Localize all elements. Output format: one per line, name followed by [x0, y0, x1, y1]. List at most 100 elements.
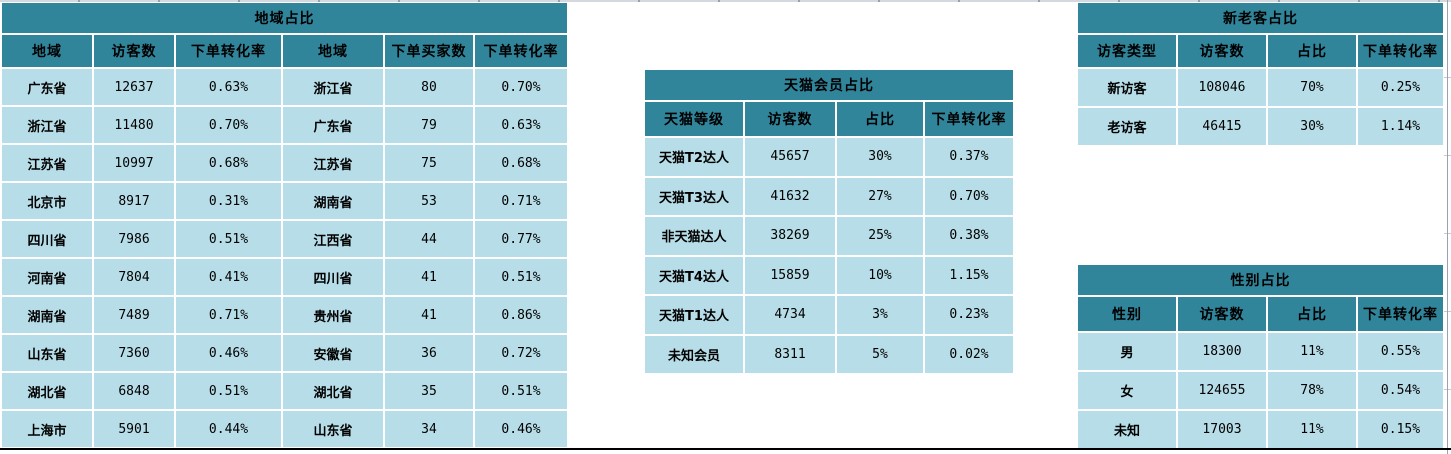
region-column-header[interactable]: 下单转化率: [176, 35, 281, 67]
visitor_type-column-header[interactable]: 访客类型: [1078, 35, 1176, 67]
region-table-cell[interactable]: 北京市: [2, 183, 92, 219]
tmall-table-cell[interactable]: 非天猫达人: [645, 217, 743, 255]
region-table-cell[interactable]: 浙江省: [283, 69, 383, 105]
region-table-cell[interactable]: 79: [385, 107, 473, 143]
gender-table-cell[interactable]: 11%: [1268, 333, 1356, 370]
tmall-table-cell[interactable]: 30%: [837, 138, 923, 176]
tmall-table-cell[interactable]: 0.02%: [925, 335, 1013, 373]
region-table-cell[interactable]: 53: [385, 183, 473, 219]
gender-table-cell[interactable]: 124655: [1178, 372, 1266, 409]
visitor_type-column-header[interactable]: 占比: [1268, 35, 1356, 67]
visitor_type-column-header[interactable]: 访客数: [1178, 35, 1266, 67]
tmall-column-header[interactable]: 天猫等级: [645, 102, 743, 136]
tmall-table-cell[interactable]: 0.37%: [925, 138, 1013, 176]
region-table-cell[interactable]: 0.46%: [176, 335, 281, 371]
tmall-table-cell[interactable]: 天猫T2达人: [645, 138, 743, 176]
tmall-table-cell[interactable]: 27%: [837, 177, 923, 215]
region-table-cell[interactable]: 四川省: [283, 259, 383, 295]
gender-table-cell[interactable]: 17003: [1178, 411, 1266, 448]
region-table-cell[interactable]: 湖北省: [2, 373, 92, 409]
region-table-cell[interactable]: 41: [385, 259, 473, 295]
gender-table-cell[interactable]: 78%: [1268, 372, 1356, 409]
region-table-cell[interactable]: 江西省: [283, 221, 383, 257]
region-column-header[interactable]: 地域: [283, 35, 383, 67]
region-table-cell[interactable]: 0.70%: [475, 69, 567, 105]
gender-table-cell[interactable]: 女: [1078, 372, 1176, 409]
region-table-cell[interactable]: 0.68%: [176, 145, 281, 181]
gender-table-cell[interactable]: 11%: [1268, 411, 1356, 448]
region-table-cell[interactable]: 7360: [94, 335, 174, 371]
region-column-header[interactable]: 访客数: [94, 35, 174, 67]
visitor_type-table-cell[interactable]: 108046: [1178, 69, 1266, 106]
region-column-header[interactable]: 下单转化率: [475, 35, 567, 67]
tmall-table-cell[interactable]: 10%: [837, 256, 923, 294]
region-column-header[interactable]: 地域: [2, 35, 92, 67]
region-table-cell[interactable]: 山东省: [2, 335, 92, 371]
gender-column-header[interactable]: 性别: [1078, 297, 1176, 331]
region-table-cell[interactable]: 41: [385, 297, 473, 333]
region-table-cell[interactable]: 0.51%: [475, 259, 567, 295]
visitor_type-column-header[interactable]: 下单转化率: [1358, 35, 1443, 67]
region-table-cell[interactable]: 0.31%: [176, 183, 281, 219]
region-table-cell[interactable]: 80: [385, 69, 473, 105]
region-table-cell[interactable]: 44: [385, 221, 473, 257]
region-table-cell[interactable]: 7986: [94, 221, 174, 257]
visitor_type-table-cell[interactable]: 46415: [1178, 108, 1266, 145]
region-table-cell[interactable]: 上海市: [2, 411, 92, 447]
tmall-table-cell[interactable]: 0.38%: [925, 217, 1013, 255]
region-table-cell[interactable]: 湖南省: [283, 183, 383, 219]
region-table-cell[interactable]: 0.63%: [475, 107, 567, 143]
region-table-cell[interactable]: 0.71%: [176, 297, 281, 333]
region-table-cell[interactable]: 0.72%: [475, 335, 567, 371]
tmall-table-cell[interactable]: 天猫T4达人: [645, 256, 743, 294]
tmall-table-cell[interactable]: 45657: [745, 138, 835, 176]
region-table-cell[interactable]: 0.46%: [475, 411, 567, 447]
region-table-cell[interactable]: 江苏省: [283, 145, 383, 181]
region-table-cell[interactable]: 35: [385, 373, 473, 409]
region-table-cell[interactable]: 36: [385, 335, 473, 371]
tmall-table-cell[interactable]: 0.23%: [925, 296, 1013, 334]
visitor_type-table-cell[interactable]: 70%: [1268, 69, 1356, 106]
tmall-column-header[interactable]: 占比: [837, 102, 923, 136]
region-table-cell[interactable]: 12637: [94, 69, 174, 105]
visitor_type-table-cell[interactable]: 30%: [1268, 108, 1356, 145]
region-table-cell[interactable]: 广东省: [283, 107, 383, 143]
region-table-cell[interactable]: 湖北省: [283, 373, 383, 409]
gender-table-cell[interactable]: 男: [1078, 333, 1176, 370]
gender-table-cell[interactable]: 0.55%: [1358, 333, 1443, 370]
region-table-cell[interactable]: 0.51%: [475, 373, 567, 409]
visitor_type-table-cell[interactable]: 新访客: [1078, 69, 1176, 106]
region-table-cell[interactable]: 10997: [94, 145, 174, 181]
region-table-cell[interactable]: 5901: [94, 411, 174, 447]
gender-column-header[interactable]: 访客数: [1178, 297, 1266, 331]
visitor_type-table-cell[interactable]: 1.14%: [1358, 108, 1443, 145]
gender-table-cell[interactable]: 18300: [1178, 333, 1266, 370]
region-table-cell[interactable]: 6848: [94, 373, 174, 409]
gender-table-title[interactable]: 性别占比: [1078, 265, 1443, 295]
tmall-table-cell[interactable]: 0.70%: [925, 177, 1013, 215]
gender-table-cell[interactable]: 未知: [1078, 411, 1176, 448]
region-table-cell[interactable]: 山东省: [283, 411, 383, 447]
tmall-table-cell[interactable]: 未知会员: [645, 335, 743, 373]
tmall-table-cell[interactable]: 38269: [745, 217, 835, 255]
gender-column-header[interactable]: 占比: [1268, 297, 1356, 331]
region-table-cell[interactable]: 广东省: [2, 69, 92, 105]
region-table-cell[interactable]: 安徽省: [283, 335, 383, 371]
region-table-cell[interactable]: 34: [385, 411, 473, 447]
region-table-cell[interactable]: 湖南省: [2, 297, 92, 333]
region-table-cell[interactable]: 11480: [94, 107, 174, 143]
tmall-table-cell[interactable]: 15859: [745, 256, 835, 294]
region-table-cell[interactable]: 河南省: [2, 259, 92, 295]
gender-table-cell[interactable]: 0.54%: [1358, 372, 1443, 409]
region-table-cell[interactable]: 0.71%: [475, 183, 567, 219]
tmall-table-cell[interactable]: 3%: [837, 296, 923, 334]
tmall-table-cell[interactable]: 25%: [837, 217, 923, 255]
tmall-table-cell[interactable]: 41632: [745, 177, 835, 215]
region-table-cell[interactable]: 0.86%: [475, 297, 567, 333]
tmall-table-cell[interactable]: 8311: [745, 335, 835, 373]
visitor_type-table-title[interactable]: 新老客占比: [1078, 3, 1443, 33]
region-table-cell[interactable]: 0.41%: [176, 259, 281, 295]
region-table-cell[interactable]: 7489: [94, 297, 174, 333]
region-table-cell[interactable]: 0.70%: [176, 107, 281, 143]
region-table-cell[interactable]: 浙江省: [2, 107, 92, 143]
